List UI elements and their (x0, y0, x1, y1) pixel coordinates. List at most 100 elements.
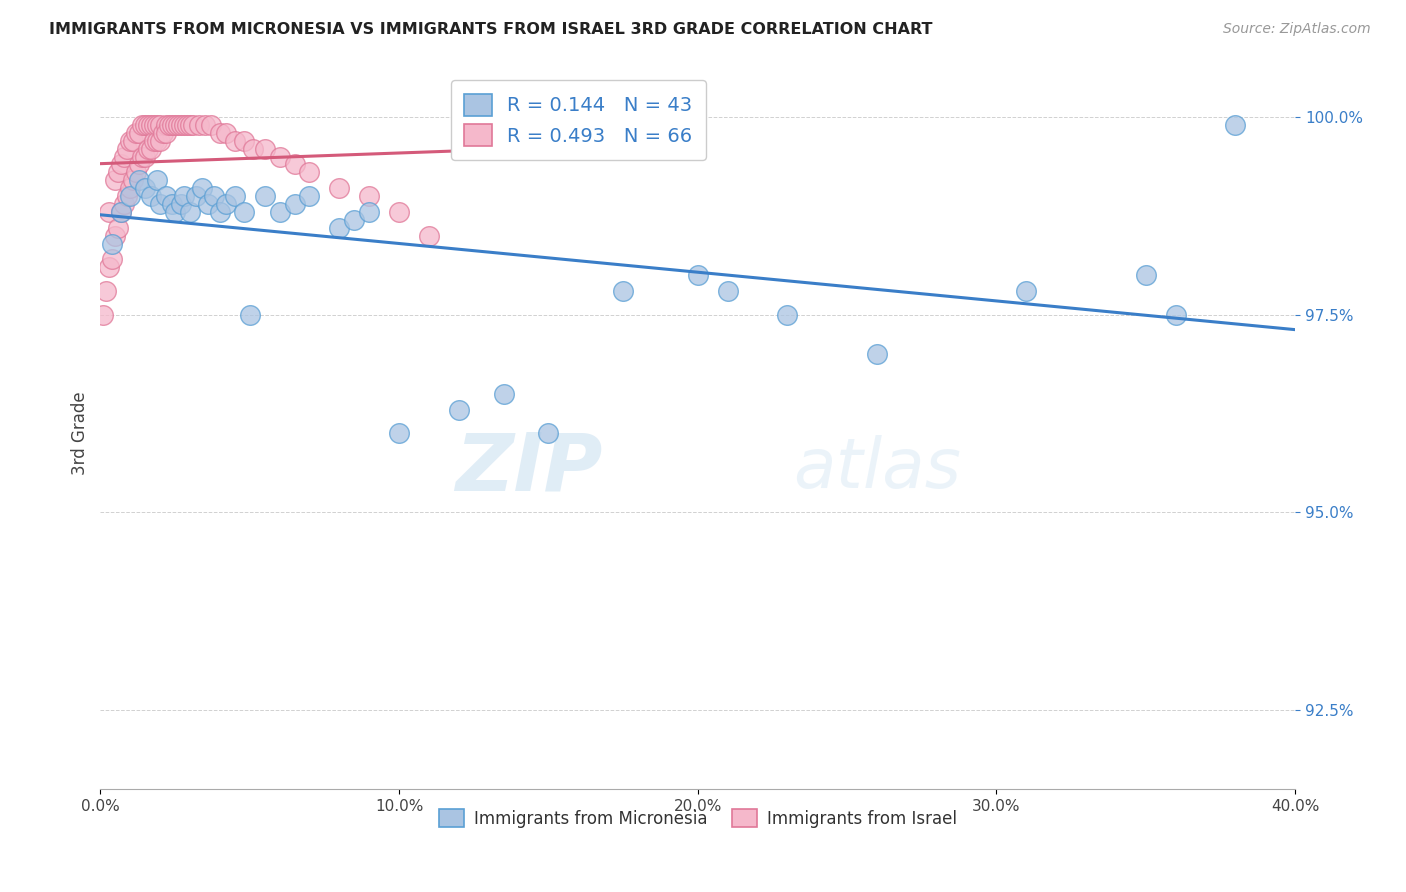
Point (612, 284, 634, 298)
Point (187, 118, 209, 132)
Point (120, 181, 142, 195)
Point (146, 134, 169, 148)
Point (686, 268, 709, 282)
Point (283, 157, 305, 171)
Point (242, 142, 264, 156)
Point (388, 205, 411, 219)
Point (269, 205, 291, 219)
Point (179, 205, 201, 219)
Point (149, 118, 172, 132)
Text: Source: ZipAtlas.com: Source: ZipAtlas.com (1223, 22, 1371, 37)
Point (253, 189, 276, 203)
Point (149, 134, 172, 148)
Point (112, 149, 135, 163)
Point (107, 165, 129, 179)
Point (173, 118, 195, 132)
Point (208, 126, 231, 140)
Point (136, 142, 159, 156)
Point (359, 189, 381, 203)
Point (359, 205, 381, 219)
Point (215, 126, 238, 140)
Point (115, 142, 138, 156)
Point (1225, 118, 1247, 132)
Text: IMMIGRANTS FROM MICRONESIA VS IMMIGRANTS FROM ISRAEL 3RD GRADE CORRELATION CHART: IMMIGRANTS FROM MICRONESIA VS IMMIGRANTS… (49, 22, 932, 37)
Point (128, 157, 150, 171)
Point (215, 197, 238, 211)
Point (717, 284, 740, 298)
Point (155, 118, 177, 132)
Point (239, 308, 262, 322)
Point (107, 220, 129, 235)
Point (91, 308, 114, 322)
Point (101, 236, 124, 251)
Point (122, 173, 145, 187)
Point (143, 134, 166, 148)
Point (181, 118, 204, 132)
Point (131, 118, 153, 132)
Point (343, 212, 366, 227)
Point (176, 118, 198, 132)
Point (447, 402, 470, 417)
Point (120, 189, 142, 203)
Point (146, 118, 169, 132)
Point (128, 173, 150, 187)
Point (328, 220, 350, 235)
Point (139, 142, 162, 156)
Point (194, 118, 217, 132)
Point (120, 134, 142, 148)
Point (184, 189, 207, 203)
Point (146, 173, 169, 187)
Point (125, 165, 148, 179)
Point (492, 386, 515, 401)
Point (155, 126, 177, 140)
Point (224, 134, 246, 148)
Text: atlas: atlas (793, 435, 962, 502)
Point (149, 197, 172, 211)
Point (197, 197, 219, 211)
Point (298, 189, 321, 203)
Point (537, 426, 560, 441)
Point (104, 173, 127, 187)
Point (208, 205, 231, 219)
Point (191, 181, 214, 195)
Point (98, 205, 121, 219)
Point (866, 347, 889, 361)
Point (160, 118, 183, 132)
Point (253, 142, 276, 156)
Point (232, 205, 254, 219)
Point (115, 189, 138, 203)
Point (173, 189, 195, 203)
Point (152, 126, 174, 140)
Point (134, 181, 156, 195)
Point (134, 118, 156, 132)
Point (170, 118, 193, 132)
Point (202, 189, 225, 203)
Point (122, 134, 145, 148)
Point (269, 149, 291, 163)
Point (418, 228, 440, 243)
Point (200, 118, 222, 132)
Point (155, 189, 177, 203)
Legend: Immigrants from Micronesia, Immigrants from Israel: Immigrants from Micronesia, Immigrants f… (432, 803, 963, 834)
Point (110, 205, 132, 219)
Point (179, 118, 201, 132)
Point (1135, 268, 1157, 282)
Point (1164, 308, 1187, 322)
Point (283, 197, 305, 211)
Point (143, 118, 166, 132)
Point (224, 189, 246, 203)
Point (163, 118, 186, 132)
Point (136, 118, 159, 132)
Text: ZIP: ZIP (454, 430, 602, 508)
Point (131, 149, 153, 163)
Point (298, 165, 321, 179)
Point (134, 149, 156, 163)
Point (112, 197, 135, 211)
Point (163, 205, 186, 219)
Point (125, 126, 148, 140)
Point (110, 157, 132, 171)
Point (157, 118, 180, 132)
Point (128, 126, 150, 140)
Point (101, 252, 124, 267)
Point (388, 426, 411, 441)
